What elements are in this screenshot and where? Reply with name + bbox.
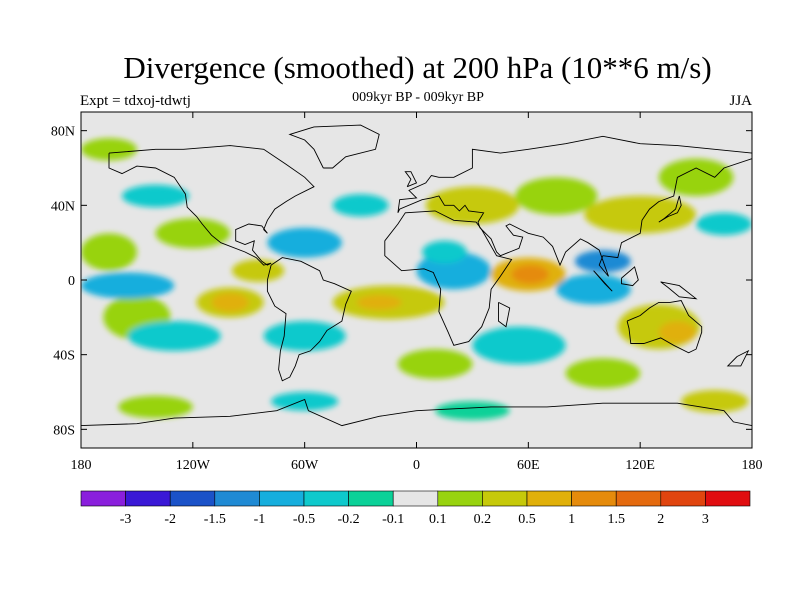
- divergence-contour-patch: [422, 240, 467, 264]
- divergence-contour-patch: [81, 138, 137, 161]
- lat-tick-label: 0: [68, 274, 75, 289]
- divergence-contour-patch: [155, 218, 231, 249]
- divergence-contour-patch: [81, 233, 137, 271]
- lon-tick-label: 60W: [291, 458, 319, 473]
- colorbar-label: -0.5: [293, 512, 315, 527]
- lon-tick-label: 60E: [517, 458, 540, 473]
- colorbar-label: 1: [568, 512, 575, 527]
- divergence-contour-patch: [515, 177, 598, 215]
- lon-tick-label: 180: [71, 458, 92, 473]
- divergence-contour-patch: [472, 326, 566, 365]
- season-label: JJA: [729, 93, 752, 109]
- coastline: [626, 300, 703, 354]
- coastline: [288, 124, 380, 169]
- colorbar-label: -0.2: [338, 512, 360, 527]
- colorbar-swatch: [259, 490, 305, 507]
- colorbar-swatch: [615, 490, 662, 507]
- page-title: Divergence (smoothed) at 200 hPa (10**6 …: [123, 50, 712, 85]
- coastline: [498, 301, 511, 328]
- colorbar-swatch: [526, 490, 572, 507]
- colorbar-label: 0.5: [518, 512, 536, 527]
- colorbar-label: 3: [702, 512, 709, 527]
- lat-tick-label: 80S: [53, 423, 75, 438]
- colorbar-label: -3: [120, 512, 132, 527]
- coastline: [726, 349, 750, 367]
- colorbar-swatch: [482, 490, 528, 507]
- divergence-contour-patch: [122, 184, 190, 208]
- divergence-contour-patch: [584, 196, 697, 234]
- colorbar-label: 1.5: [607, 512, 625, 527]
- divergence-contour-patch: [263, 321, 346, 351]
- divergence-contour-patch: [356, 294, 402, 310]
- colorbar-swatch: [392, 490, 439, 507]
- divergence-contour-patch: [435, 401, 510, 420]
- colorbar-label: 0.2: [474, 512, 492, 527]
- divergence-contour-patch: [118, 395, 193, 419]
- colorbar-swatch: [169, 490, 216, 507]
- lat-tick-label: 40S: [53, 349, 75, 364]
- divergence-contour-patch: [556, 274, 631, 305]
- coastline: [108, 145, 315, 266]
- divergence-contour-patch: [658, 158, 734, 196]
- colorbar-swatch: [214, 490, 260, 507]
- coastline: [621, 266, 639, 287]
- lon-tick-label: 120W: [176, 458, 211, 473]
- lon-tick-label: 180: [742, 458, 763, 473]
- coastline: [384, 210, 513, 346]
- colorbar-label: -1.5: [204, 512, 226, 527]
- colorbar-swatch: [80, 490, 126, 507]
- colorbar-swatch: [348, 490, 394, 507]
- colorbar-swatch: [303, 490, 349, 507]
- map-background: [81, 112, 752, 448]
- divergence-contour-patch: [397, 349, 473, 379]
- colorbar-swatch: [571, 490, 617, 507]
- coastline: [660, 281, 698, 300]
- divergence-contour-patch: [271, 392, 339, 411]
- divergence-contour-patch: [565, 358, 641, 389]
- divergence-contour-patch: [425, 186, 520, 224]
- experiment-period-subtitle: 009kyr BP - 009kyr BP: [352, 90, 484, 105]
- divergence-contour-patch: [231, 259, 285, 282]
- lon-tick-label: 0: [413, 458, 420, 473]
- divergence-contour-patch: [81, 272, 175, 299]
- coastline: [266, 257, 352, 382]
- experiment-label: Expt = tdxoj-tdwtj: [80, 93, 191, 109]
- lon-tick-label: 120E: [625, 458, 655, 473]
- colorbar-swatch: [705, 490, 751, 507]
- colorbar: -3 -2 -1.5 -1 -0.5 -0.2 -0.1 0.1 0.2 0.5 1 1.5 2 3: [80, 490, 751, 527]
- divergence-field: [81, 112, 752, 448]
- colorbar-swatch: [125, 490, 171, 507]
- colorbar-label: 0.1: [429, 512, 447, 527]
- coastline: [81, 398, 752, 427]
- colorbar-label: -0.1: [382, 512, 404, 527]
- divergence-contour-patch: [696, 212, 752, 236]
- colorbar-label: -1: [254, 512, 266, 527]
- colorbar-swatch: [660, 490, 706, 507]
- divergence-contour-patch: [267, 227, 342, 258]
- divergence-contour-patch: [658, 321, 697, 344]
- divergence-contour-patch: [511, 265, 549, 284]
- lat-tick-label: 80N: [51, 125, 75, 140]
- coastline: [404, 171, 418, 188]
- coastline: [593, 270, 613, 292]
- colorbar-label: 2: [657, 512, 664, 527]
- lat-tick-label: 40N: [51, 199, 75, 214]
- divergence-contour-patch: [127, 321, 221, 351]
- coastline: [658, 195, 682, 223]
- colorbar-swatch: [437, 490, 483, 507]
- divergence-contour-patch: [332, 194, 389, 217]
- coastline: [397, 135, 752, 277]
- colorbar-label: -2: [164, 512, 176, 527]
- divergence-contour-patch: [211, 293, 249, 312]
